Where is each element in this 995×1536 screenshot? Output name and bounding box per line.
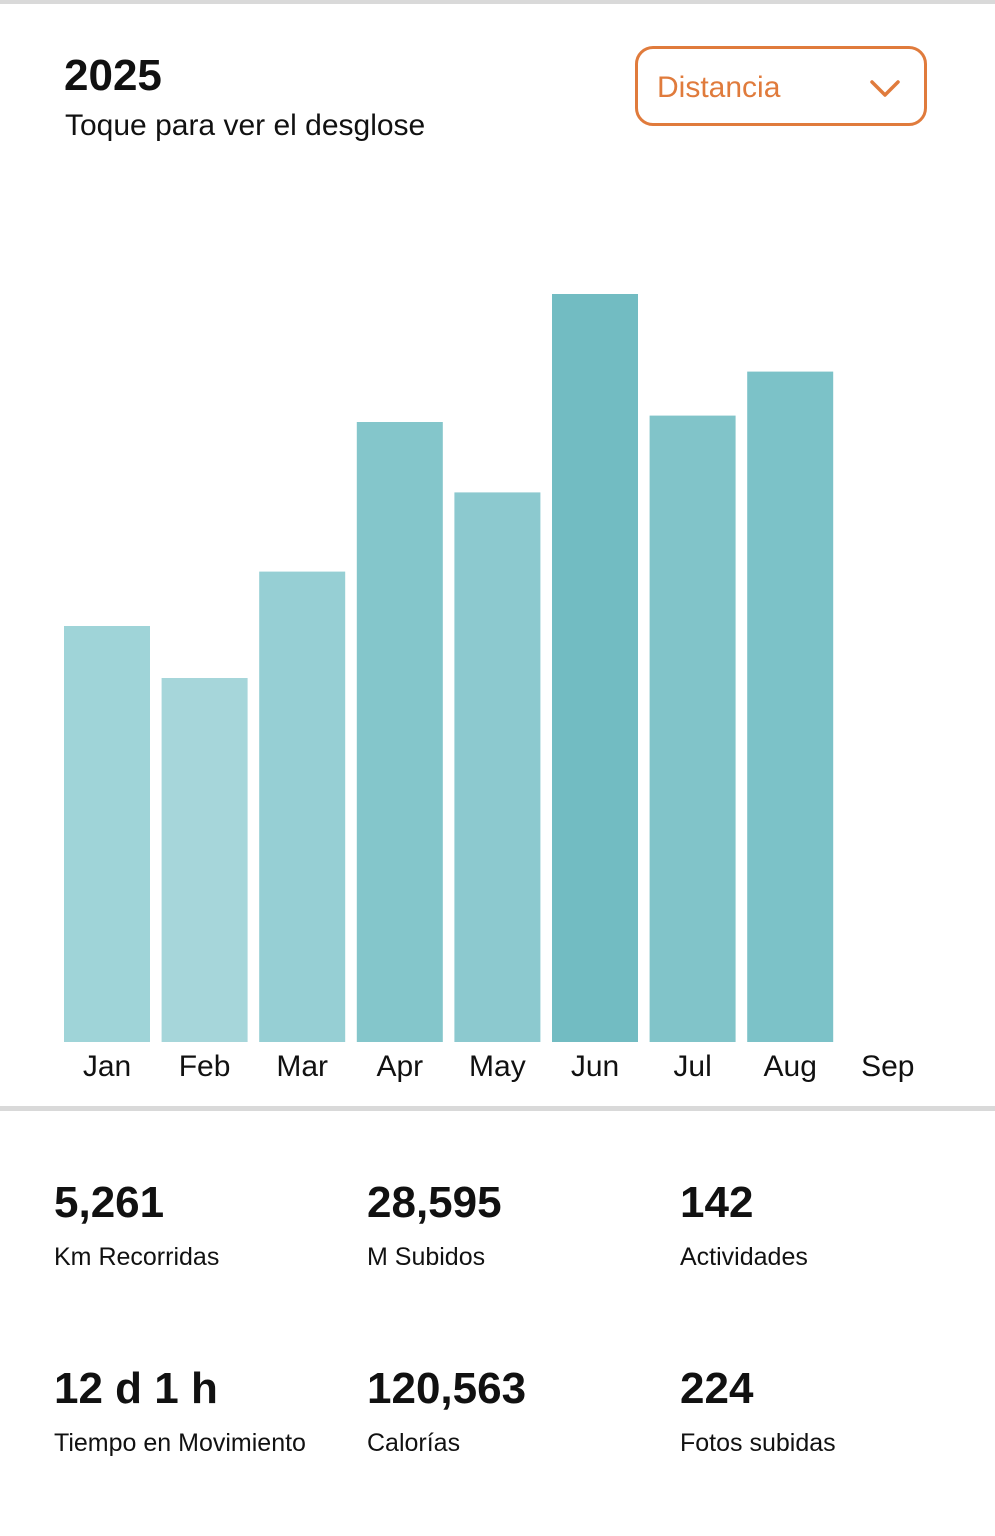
stat-elevation: 28,595 M Subidos	[367, 1178, 502, 1272]
year-title: 2025	[64, 51, 162, 100]
bar-jul[interactable]	[649, 415, 736, 1043]
x-tick-label-may: May	[469, 1050, 526, 1083]
section-divider	[0, 1106, 995, 1111]
x-tick-label-jun: Jun	[571, 1050, 619, 1083]
chevron-down-icon	[870, 80, 900, 97]
stat-value: 120,563	[367, 1364, 527, 1413]
x-tick-label-aug: Aug	[764, 1050, 817, 1083]
bar-apr[interactable]	[356, 422, 443, 1042]
x-tick-label-jul: Jul	[673, 1050, 711, 1083]
stat-label: Tiempo en Movimiento	[54, 1429, 306, 1457]
stat-photos: 224 Fotos subidas	[680, 1364, 836, 1458]
stat-activities: 142 Actividades	[680, 1178, 808, 1272]
x-tick-label-apr: Apr	[376, 1050, 423, 1083]
x-tick-label-mar: Mar	[276, 1050, 328, 1083]
stat-calories: 120,563 Calorías	[367, 1364, 526, 1458]
bar-feb[interactable]	[161, 678, 248, 1042]
stat-label: Fotos subidas	[680, 1429, 836, 1457]
stat-value: 142	[680, 1178, 754, 1227]
top-divider	[0, 0, 995, 4]
bar-may[interactable]	[454, 492, 541, 1042]
stat-value: 5,261	[54, 1178, 165, 1227]
x-tick-label-feb: Feb	[179, 1050, 231, 1083]
stat-moving-time: 12 d 1 h Tiempo en Movimiento	[54, 1364, 306, 1458]
x-tick-label-sep: Sep	[861, 1050, 914, 1083]
stat-value: 12 d 1 h	[54, 1364, 218, 1413]
bar-aug[interactable]	[747, 371, 834, 1043]
stat-distance: 5,261 Km Recorridas	[54, 1178, 219, 1272]
bar-mar[interactable]	[259, 571, 346, 1042]
bar-jan[interactable]	[64, 626, 150, 1042]
stat-value: 224	[680, 1364, 754, 1413]
stat-label: Actividades	[680, 1243, 808, 1271]
stat-label: M Subidos	[367, 1243, 486, 1271]
stat-label: Calorías	[367, 1429, 461, 1457]
bar-jun[interactable]	[552, 294, 638, 1042]
monthly-bar-chart[interactable]: Jan Feb Mar Apr May Jun Jul Aug Sep	[0, 140, 995, 1100]
metric-dropdown[interactable]: Distancia	[635, 46, 927, 126]
stat-value: 28,595	[367, 1178, 502, 1227]
chart-subtitle: Toque para ver el desglose	[65, 109, 426, 142]
x-tick-label-jan: Jan	[83, 1050, 131, 1083]
metric-dropdown-label: Distancia	[657, 71, 781, 104]
stat-label: Km Recorridas	[54, 1243, 220, 1271]
